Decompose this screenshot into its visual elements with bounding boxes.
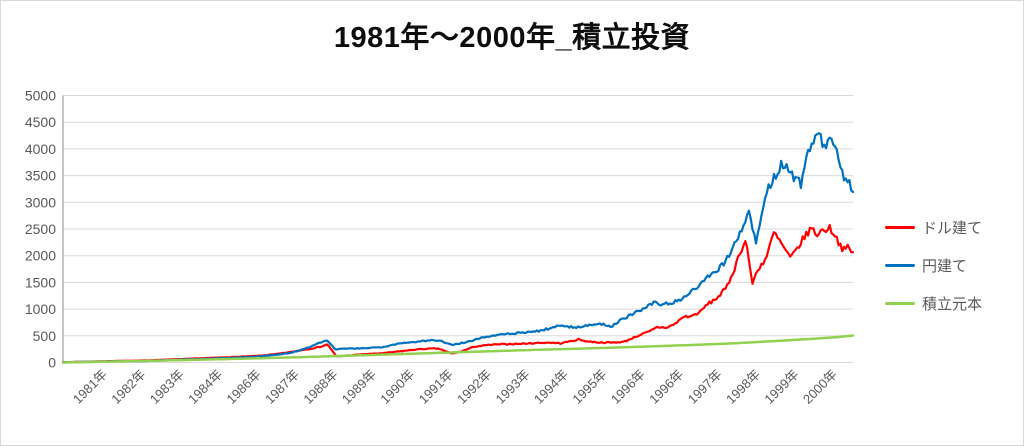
legend-swatch-principal (885, 301, 915, 305)
y-axis-label: 2500 (25, 221, 56, 237)
legend-swatch-usd (885, 225, 915, 229)
x-axis-label: 1999年 (761, 367, 801, 407)
series-line-jpy (61, 132, 855, 364)
y-axis-label: 2000 (25, 248, 56, 264)
x-axis-label: 1987年 (262, 367, 302, 407)
x-axis-label: 1986年 (224, 367, 264, 407)
y-axis-label: 0 (48, 355, 56, 371)
x-axis-label: 1998年 (723, 367, 763, 407)
x-axis-label: 1992年 (454, 367, 494, 407)
chart-title: 1981年〜2000年_積立投資 (333, 22, 691, 54)
x-axis-label: 1983年 (147, 367, 187, 407)
x-axis-label: 1981年 (70, 367, 110, 407)
x-axis-label: 1994年 (531, 367, 571, 407)
legend-item-usd: ドル建て (885, 218, 983, 237)
legend-item-jpy: 円建て (885, 256, 982, 275)
y-axis-label: 1000 (25, 301, 56, 317)
y-axis-label: 5000 (25, 88, 56, 104)
y-axis-label: 3500 (25, 168, 56, 184)
legend-swatch-jpy (885, 263, 915, 267)
legend: ドル建て円建て積立元本 (885, 218, 983, 313)
x-axis-label: 1995年 (569, 367, 609, 407)
x-axis-label: 1984年 (185, 367, 225, 407)
x-axis-label: 1996年 (646, 367, 686, 407)
x-axis-label: 1988年 (300, 367, 340, 407)
x-axis-label: 1990年 (377, 367, 417, 407)
legend-item-principal: 積立元本 (885, 294, 983, 313)
y-axis-label: 1500 (25, 274, 56, 290)
y-axis-label: 4500 (25, 114, 56, 130)
x-axis-label: 1991年 (416, 367, 456, 407)
x-axis-label: 1996年 (608, 367, 648, 407)
y-axis-label: 3000 (25, 194, 56, 210)
series-line-principal (61, 334, 855, 364)
legend-label-jpy: 円建て (922, 257, 968, 275)
y-axis-label: 500 (33, 328, 57, 344)
x-axis-label: 1993年 (492, 367, 532, 407)
x-axis-label: 1989年 (339, 367, 379, 407)
legend-label-usd: ドル建て (922, 219, 983, 237)
x-axis-label: 1982年 (108, 367, 148, 407)
x-axis-label: 1997年 (685, 367, 725, 407)
x-axis-label: 2000年 (800, 367, 840, 407)
legend-label-principal: 積立元本 (922, 295, 983, 313)
y-axis-label: 4000 (25, 141, 56, 157)
